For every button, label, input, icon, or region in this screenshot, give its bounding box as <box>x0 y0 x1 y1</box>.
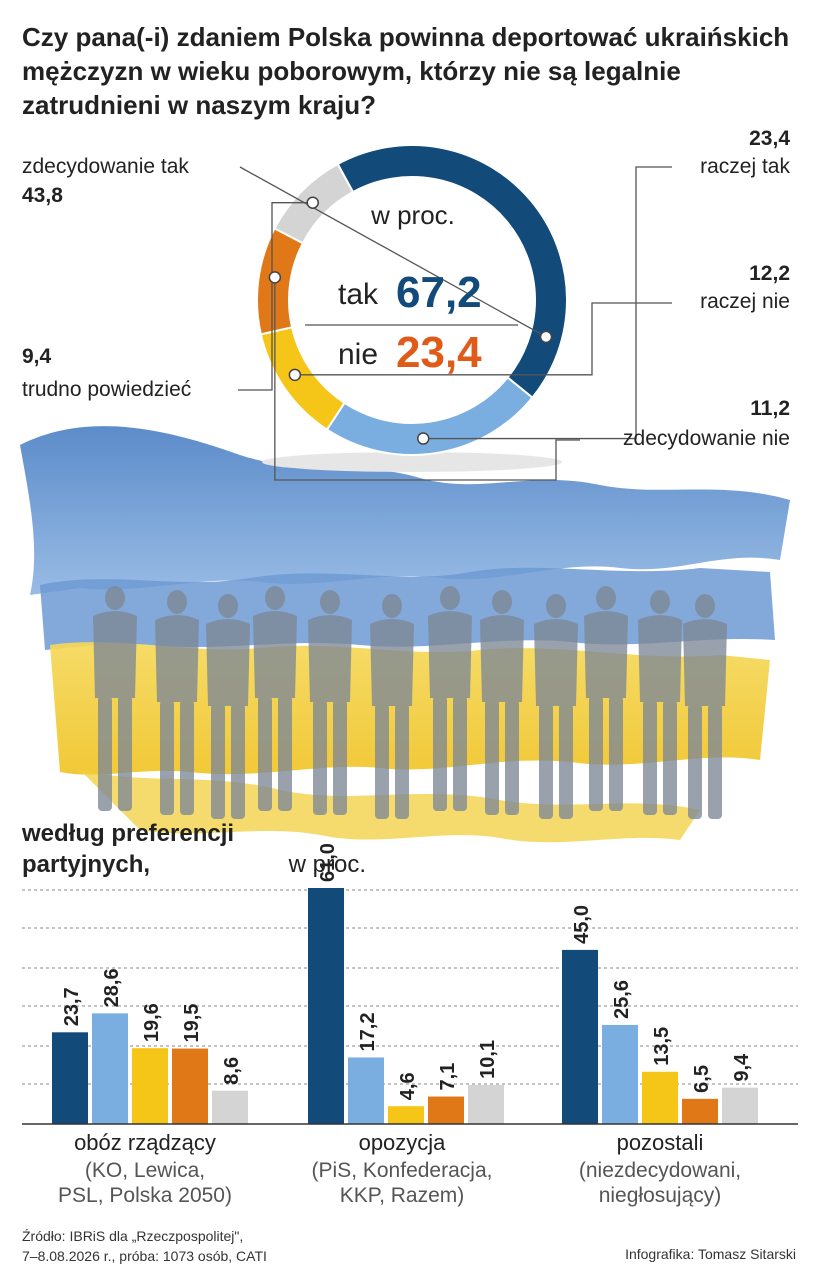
group-name-pozostali: pozostali <box>616 1130 704 1155</box>
slice-label-raczej-nie: raczej nie <box>700 290 790 313</box>
donut-slice-zdecydowanie-tak <box>336 144 568 400</box>
man-silhouette <box>370 594 414 819</box>
bar-1-raczej-tak <box>348 1057 384 1124</box>
slice-label-raczej-tak: raczej tak <box>700 155 790 178</box>
leader-line-zdecydowanie-nie <box>274 277 580 481</box>
donut-tak-label: tak <box>338 278 379 311</box>
bar-0-trudno-powiedziec <box>212 1090 248 1124</box>
leader-dot-trudno-powiedziec <box>306 196 319 209</box>
bar-value-label: 61,0 <box>317 843 339 882</box>
man-silhouette <box>308 590 352 815</box>
chart-title: Czy pana(-i) zdaniem Polska powinna depo… <box>22 22 790 120</box>
leader-line-zdecydowanie-tak <box>239 166 547 338</box>
slice-value-raczej-tak: 23,4 <box>749 127 790 150</box>
bar-2-raczej-tak <box>602 1024 638 1124</box>
bar-chart-title-text: według preferencji partyjnych, <box>22 820 235 878</box>
bar-value-label: 28,6 <box>101 968 123 1007</box>
slice-label-zdecydowanie-tak: zdecydowanie tak <box>22 155 189 178</box>
bar-value-label: 25,6 <box>611 980 633 1019</box>
group-name-oboz-rzadzacy: obóz rządzący <box>74 1130 216 1155</box>
donut-chart <box>238 144 672 481</box>
donut-shadow <box>262 452 562 472</box>
slice-value-zdecydowanie-nie: 11,2 <box>750 397 790 420</box>
bar-2-trudno-powiedziec <box>722 1087 758 1124</box>
leader-dot-raczej-nie <box>288 368 302 382</box>
infographic-credit: Infografika: Tomasz Sitarski <box>625 1246 796 1262</box>
man-silhouette <box>638 590 682 815</box>
bar-2-raczej-nie <box>642 1071 678 1124</box>
slice-label-zdecydowanie-nie: zdecydowanie nie <box>623 427 790 450</box>
bar-1-trudno-powiedziec <box>468 1084 504 1124</box>
men-silhouettes <box>93 586 727 819</box>
bar-0-raczej-tak <box>92 1013 128 1124</box>
man-silhouette <box>253 586 297 811</box>
leader-dot-zdecydowanie-nie <box>268 271 282 284</box>
source-note: Źródło: IBRiS dla „Rzeczpospolitej", 7–8… <box>22 1228 267 1264</box>
bar-0-zdecydowanie-nie <box>172 1048 208 1124</box>
man-silhouette <box>584 586 628 811</box>
donut-center-unit: w proc. <box>371 200 455 230</box>
man-silhouette <box>480 590 524 815</box>
slice-value-trudno-powiedziec: 9,4 <box>22 345 52 368</box>
bar-value-label: 45,0 <box>571 905 593 944</box>
group-name-opozycja: opozycja <box>358 1130 446 1155</box>
bar-value-label: 13,5 <box>651 1027 673 1066</box>
bar-value-label: 6,5 <box>691 1065 713 1093</box>
bar-value-label: 9,4 <box>731 1053 753 1082</box>
bar-1-raczej-nie <box>388 1106 424 1124</box>
flag-illustration <box>20 426 790 843</box>
bar-2-zdecydowanie-nie <box>682 1098 718 1124</box>
man-silhouette <box>428 586 472 811</box>
group-desc-pozostali: (niezdecydowani, niegłosujący) <box>578 1159 742 1207</box>
group-desc-oboz-rzadzacy: (KO, Lewica, PSL, Polska 2050) <box>58 1159 232 1207</box>
bar-0-raczej-nie <box>132 1048 168 1124</box>
group-desc-opozycja: (PiS, Konfederacja, KKP, Razem) <box>311 1159 493 1207</box>
donut-tak-value: 67,2 <box>396 268 482 317</box>
leader-dot-raczej-tak <box>416 432 430 445</box>
donut-nie-value: 23,4 <box>396 328 482 377</box>
bar-value-label: 10,1 <box>477 1040 499 1079</box>
bar-2-zdecydowanie-tak <box>562 949 598 1124</box>
bar-value-label: 4,6 <box>397 1072 419 1100</box>
slice-value-raczej-nie: 12,2 <box>749 262 790 285</box>
slice-label-trudno-powiedziec: trudno powiedzieć <box>22 378 192 401</box>
man-silhouette <box>683 594 727 819</box>
man-silhouette <box>155 590 199 815</box>
bar-chart-unit: w proc. <box>288 851 367 878</box>
bar-value-label: 23,7 <box>61 987 83 1026</box>
leader-dot-zdecydowanie-tak <box>539 330 553 344</box>
bar-0-zdecydowanie-tak <box>52 1032 88 1124</box>
bar-value-label: 19,5 <box>181 1004 203 1043</box>
bar-1-zdecydowanie-tak <box>308 888 344 1124</box>
bar-value-label: 8,6 <box>221 1057 243 1085</box>
flag-blue-wave <box>20 426 790 595</box>
bar-1-zdecydowanie-nie <box>428 1096 464 1124</box>
bar-chart-title: według preferencji partyjnych, w proc. <box>22 818 366 880</box>
man-silhouette <box>206 594 250 819</box>
man-silhouette <box>534 594 578 819</box>
bar-value-label: 17,2 <box>357 1013 379 1052</box>
leader-line-trudno-powiedziec <box>238 202 313 391</box>
slice-value-zdecydowanie-tak: 43,8 <box>22 184 63 207</box>
leader-line-raczej-nie <box>294 302 672 376</box>
bar-value-label: 19,6 <box>141 1003 163 1042</box>
bar-value-label: 7,1 <box>437 1063 459 1091</box>
man-silhouette <box>93 586 137 811</box>
donut-nie-label: nie <box>338 338 379 371</box>
